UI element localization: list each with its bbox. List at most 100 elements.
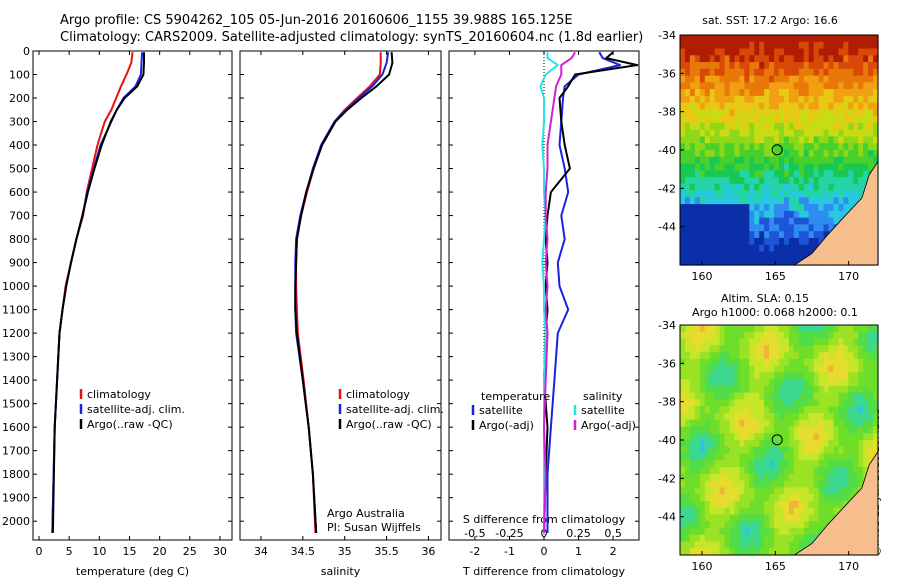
map-cell — [808, 473, 815, 482]
map-cell — [754, 345, 760, 353]
map-cell — [724, 116, 731, 124]
map-cell — [769, 541, 775, 549]
map-cell — [774, 379, 780, 387]
map-cell — [759, 143, 765, 151]
map-cell — [719, 156, 726, 165]
map-cell — [818, 352, 825, 360]
map-cell — [853, 62, 859, 70]
map-cell — [744, 541, 750, 549]
map-cell — [759, 345, 765, 353]
map-cell — [749, 514, 755, 522]
map-cell — [754, 514, 760, 522]
map-cell — [759, 338, 765, 346]
map-cell — [788, 487, 795, 495]
map-cell — [828, 358, 835, 367]
map-cell — [709, 116, 716, 124]
map-cell — [863, 358, 869, 367]
map-cell — [853, 338, 859, 346]
map-cell — [754, 419, 760, 428]
map-cell — [779, 514, 785, 522]
map-cell — [764, 210, 770, 219]
map-cell — [744, 68, 750, 77]
map-cell — [798, 129, 805, 138]
map-cell — [709, 82, 716, 90]
map-cell — [719, 55, 726, 63]
map-cell — [694, 136, 701, 144]
x-tick-label: 160 — [692, 560, 713, 573]
map-cell — [828, 514, 835, 522]
map-cell — [680, 433, 686, 441]
y-tick-label: 1500 — [2, 398, 30, 411]
map-cell — [699, 35, 706, 43]
map-cell — [694, 163, 701, 171]
map-cell — [833, 467, 839, 475]
map-cell — [694, 412, 701, 421]
map-cell — [783, 210, 790, 219]
map-cell — [699, 231, 706, 239]
map-cell — [823, 514, 830, 522]
map-cell — [764, 487, 770, 495]
map-cell — [689, 258, 696, 266]
map-cell — [749, 197, 755, 205]
map-cell — [798, 426, 805, 434]
map-cell — [684, 244, 691, 253]
map-cell — [684, 426, 691, 434]
map-cell — [769, 258, 775, 266]
map-cell — [749, 440, 755, 448]
map-cell — [788, 548, 795, 556]
map-cell — [798, 358, 805, 367]
map-cell — [709, 494, 716, 502]
map-cell — [689, 122, 696, 131]
map-cell — [724, 426, 731, 434]
map-cell — [798, 102, 805, 111]
map-cell — [838, 453, 844, 461]
map-cell — [803, 392, 810, 401]
map-cell — [704, 406, 711, 414]
map-cell — [689, 446, 696, 455]
map-cell — [684, 163, 691, 171]
map-cell — [798, 453, 805, 461]
map-cell — [823, 190, 830, 198]
map-cell — [744, 122, 750, 131]
map-cell — [714, 453, 721, 461]
map-cell — [734, 521, 740, 529]
map-cell — [779, 534, 785, 543]
y-tick-label: -38 — [658, 106, 676, 119]
map-cell — [734, 197, 740, 205]
map-cell — [769, 385, 775, 394]
map-cell — [858, 143, 864, 151]
map-cell — [803, 460, 810, 468]
map-cell — [803, 190, 810, 198]
map-cell — [709, 372, 716, 380]
map-cell — [694, 541, 701, 549]
map-cell — [764, 143, 770, 151]
map-cell — [848, 197, 854, 205]
map-cell — [704, 62, 711, 70]
map-cell — [848, 426, 854, 434]
map-cell — [684, 446, 691, 455]
map-cell — [858, 480, 864, 488]
map-cell — [848, 143, 854, 151]
map-cell — [868, 358, 874, 367]
map-cell — [769, 204, 775, 212]
map-cell — [704, 385, 711, 394]
map-cell — [803, 379, 810, 387]
map-cell — [729, 521, 736, 529]
map-cell — [843, 129, 849, 138]
map-cell — [684, 412, 691, 421]
map-cell — [808, 55, 815, 63]
map-cell — [729, 244, 736, 253]
map-cell — [838, 170, 844, 178]
x-tick-label: 5 — [66, 545, 73, 558]
map-cell — [764, 122, 770, 131]
map-cell — [774, 399, 780, 407]
map-cell — [749, 372, 755, 380]
map-cell — [759, 385, 765, 394]
map-cell — [769, 210, 775, 219]
map-cell — [868, 82, 874, 90]
map-cell — [808, 95, 815, 104]
map-cell — [719, 129, 726, 138]
map-cell — [848, 453, 854, 461]
map-cell — [744, 55, 750, 63]
map-cell — [680, 116, 686, 124]
